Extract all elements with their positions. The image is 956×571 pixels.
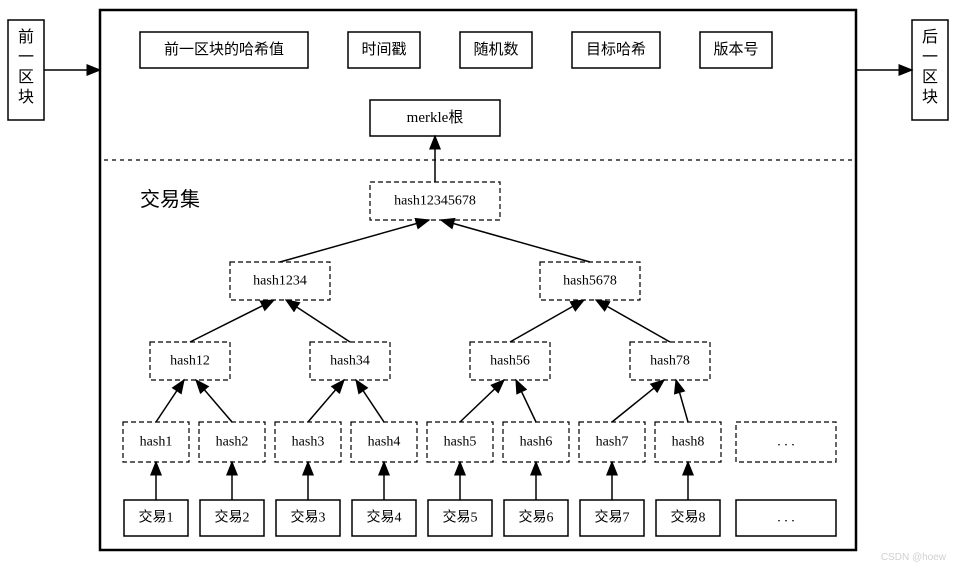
- header-field-label-4: 版本号: [713, 41, 758, 58]
- node-label-l1-1: hash5678: [563, 274, 617, 289]
- node-label-l4-4: 交易5: [443, 509, 478, 526]
- edge-16: [190, 300, 274, 342]
- header-field-label-3: 目标哈希: [586, 41, 646, 58]
- node-label-l4-3: 交易4: [367, 509, 402, 526]
- node-label-l3-8: . . .: [777, 435, 795, 450]
- header-field-label-2: 随机数: [473, 41, 518, 58]
- node-label-l4-5: 交易6: [519, 509, 554, 526]
- edge-21: [441, 220, 590, 262]
- edge-9: [196, 380, 232, 422]
- node-label-l4-8: . . .: [777, 511, 795, 526]
- node-label-l3-0: hash1: [140, 435, 173, 450]
- merkle-root-label: merkle根: [407, 109, 464, 126]
- watermark: CSDN @hoew: [881, 552, 947, 563]
- node-label-l4-7: 交易8: [671, 509, 706, 526]
- node-label-l2-3: hash78: [650, 354, 690, 369]
- node-label-l1-0: hash1234: [253, 274, 307, 289]
- edge-18: [510, 300, 584, 342]
- node-label-l3-3: hash4: [368, 435, 401, 450]
- edge-12: [460, 380, 504, 422]
- edge-11: [356, 380, 384, 422]
- section-title: 交易集: [140, 188, 200, 211]
- node-label-l2-1: hash34: [330, 354, 370, 369]
- block-outer-box: [100, 10, 856, 550]
- node-label-l3-5: hash6: [520, 435, 553, 450]
- edge-10: [308, 380, 344, 422]
- edge-20: [280, 220, 429, 262]
- header-field-label-1: 时间戳: [361, 41, 406, 58]
- node-label-l2-0: hash12: [170, 354, 210, 369]
- node-label-l3-2: hash3: [292, 435, 325, 450]
- header-field-label-0: 前一区块的哈希值: [164, 41, 284, 58]
- edge-8: [156, 380, 184, 422]
- edge-13: [516, 380, 536, 422]
- node-label-l4-0: 交易1: [139, 509, 174, 526]
- node-label-l3-4: hash5: [444, 435, 477, 450]
- node-label-l0-0: hash12345678: [394, 194, 476, 209]
- edge-17: [286, 300, 350, 342]
- node-label-l3-1: hash2: [216, 435, 249, 450]
- node-label-l4-2: 交易3: [291, 509, 326, 526]
- block-structure-diagram: 前一区块后一区块前一区块的哈希值时间戳随机数目标哈希版本号merkle根交易集h…: [0, 0, 956, 566]
- node-label-l3-7: hash8: [672, 435, 705, 450]
- node-label-l2-2: hash56: [490, 354, 530, 369]
- edge-19: [596, 300, 670, 342]
- node-label-l3-6: hash7: [596, 435, 629, 450]
- edge-15: [676, 380, 688, 422]
- edge-14: [612, 380, 664, 422]
- node-label-l4-6: 交易7: [595, 509, 630, 526]
- node-label-l4-1: 交易2: [215, 509, 250, 526]
